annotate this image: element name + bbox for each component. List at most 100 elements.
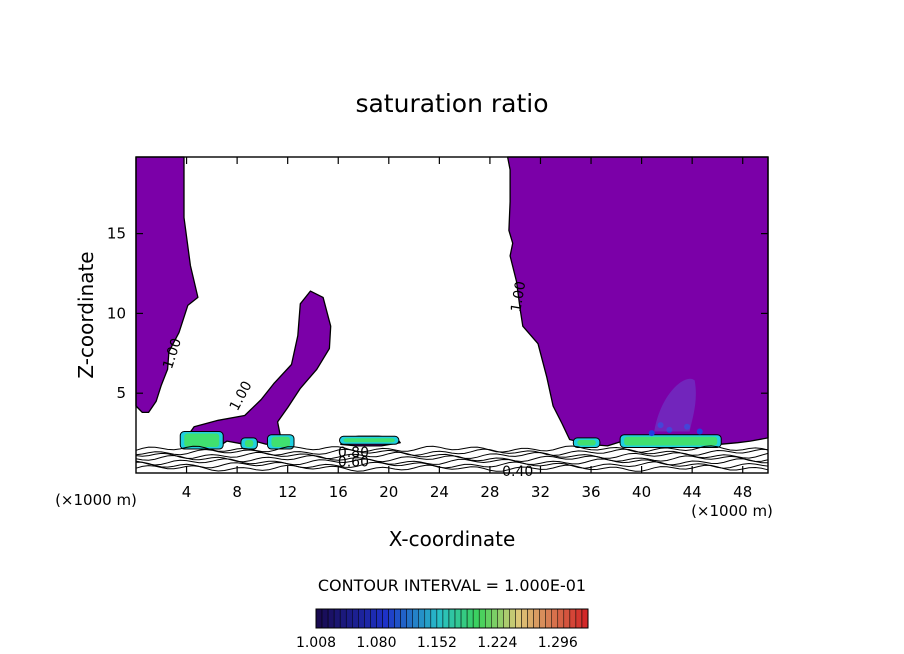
x-tick-label-48: 48 bbox=[733, 483, 752, 501]
y-axis-label: Z-coordinate bbox=[74, 251, 98, 378]
colorbar-swatch bbox=[466, 608, 474, 629]
colorbar-swatch bbox=[454, 608, 462, 629]
band-3-inner bbox=[271, 436, 290, 448]
colorbar-swatch bbox=[533, 608, 540, 629]
contour-level-4 bbox=[135, 451, 769, 460]
colorbar-swatch bbox=[412, 608, 420, 629]
contour-label-3: 0.80 bbox=[338, 445, 369, 461]
contour-labels: 1.001.001.000.800.600.40 bbox=[160, 280, 533, 480]
colorbar-swatch bbox=[315, 608, 323, 629]
plot-area bbox=[135, 156, 769, 450]
colorbar bbox=[315, 608, 589, 629]
colorbar-swatch bbox=[472, 608, 480, 629]
contour-level-5 bbox=[135, 448, 769, 456]
colorbar-swatch bbox=[442, 608, 450, 629]
region-right-column bbox=[506, 156, 769, 447]
colorbar-label-3: 1.224 bbox=[477, 635, 517, 651]
contour-label-2: 1.00 bbox=[508, 280, 529, 313]
contour-level-6 bbox=[135, 445, 769, 453]
contour-interval-text: CONTOUR INTERVAL = 1.000E-01 bbox=[318, 576, 586, 595]
contour-label-4: 0.60 bbox=[338, 455, 369, 471]
colorbar-swatch bbox=[321, 608, 329, 629]
colorbar-swatch bbox=[557, 608, 565, 629]
colorbar-swatch bbox=[436, 608, 444, 629]
y-tick-label-10: 10 bbox=[107, 304, 126, 322]
x-tick-label-24: 24 bbox=[430, 483, 449, 501]
band-6-inner bbox=[624, 436, 718, 446]
x-tick-label-12: 12 bbox=[278, 483, 297, 501]
region-left-column bbox=[135, 156, 199, 414]
colorbar-swatch bbox=[345, 608, 353, 629]
colorbar-swatch bbox=[406, 608, 413, 629]
region-middle-plume bbox=[183, 290, 332, 445]
plot-frame bbox=[135, 156, 769, 474]
x-tick-label-8: 8 bbox=[232, 483, 242, 501]
chart-title: saturation ratio bbox=[355, 89, 548, 118]
blue-cell-0 bbox=[648, 430, 655, 437]
x-tick-label-28: 28 bbox=[480, 483, 499, 501]
colorbar-swatch bbox=[509, 608, 516, 629]
x-axis-label: X-coordinate bbox=[389, 527, 516, 551]
colorbar-swatch bbox=[460, 608, 468, 629]
x-tick-label-36: 36 bbox=[581, 483, 600, 501]
colorbar-swatch bbox=[394, 608, 401, 629]
colorbar-swatch bbox=[503, 608, 510, 629]
colorbar-label-0: 1.008 bbox=[296, 635, 336, 651]
x-tick-label-40: 40 bbox=[632, 483, 651, 501]
colorbar-swatch bbox=[448, 608, 456, 629]
colorbar-swatch bbox=[424, 608, 432, 629]
x-tick-label-32: 32 bbox=[531, 483, 550, 501]
x-unit-left: (×1000 m) bbox=[55, 491, 137, 509]
colorbar-swatch bbox=[400, 608, 407, 629]
band-2-inner bbox=[244, 439, 254, 448]
colorbar-swatch bbox=[327, 608, 335, 629]
colorbar-swatch bbox=[484, 608, 492, 629]
y-tick-label-15: 15 bbox=[107, 225, 126, 243]
colorbar-label-1: 1.080 bbox=[356, 635, 396, 651]
x-tick-label-44: 44 bbox=[683, 483, 702, 501]
colorbar-swatch bbox=[333, 608, 341, 629]
band-5-inner bbox=[577, 439, 596, 446]
colorbar-swatch bbox=[376, 608, 383, 629]
colorbar-swatch bbox=[563, 608, 571, 629]
colorbar-swatch bbox=[352, 608, 359, 629]
colorbar-swatch bbox=[551, 608, 559, 629]
y-axis-ticks: 5 10 15 bbox=[107, 225, 768, 402]
colorbar-swatch bbox=[418, 608, 426, 629]
colorbar-swatch bbox=[515, 608, 522, 629]
faint-plume bbox=[654, 378, 696, 432]
colorbar-swatch bbox=[491, 608, 498, 629]
colorbar-swatch bbox=[382, 608, 389, 629]
colorbar-swatch bbox=[339, 608, 347, 629]
colorbar-tick-labels: 1.008 1.080 1.152 1.224 1.296 bbox=[296, 635, 578, 651]
colorbar-swatch bbox=[497, 608, 504, 629]
colorbar-swatch bbox=[478, 608, 486, 629]
contour-level-0 bbox=[135, 464, 769, 472]
colorbar-label-2: 1.152 bbox=[417, 635, 457, 651]
colorbar-swatch bbox=[539, 608, 546, 629]
y-tick-label-5: 5 bbox=[116, 384, 126, 402]
colorbar-swatch bbox=[521, 608, 528, 629]
contour-lines bbox=[135, 445, 769, 472]
colorbar-swatch bbox=[569, 608, 577, 629]
colorbar-label-4: 1.296 bbox=[538, 635, 578, 651]
colorbar-frame bbox=[315, 608, 589, 629]
band-1-inner bbox=[184, 433, 220, 448]
x-tick-label-4: 4 bbox=[182, 483, 192, 501]
x-tick-label-20: 20 bbox=[379, 483, 398, 501]
x-axis-ticks: 4 8 12 16 20 24 28 32 36 40 44 48 bbox=[182, 157, 752, 501]
colorbar-swatch bbox=[527, 608, 534, 629]
colorbar-swatch bbox=[575, 608, 583, 629]
colorbar-swatch bbox=[430, 608, 438, 629]
x-tick-label-16: 16 bbox=[329, 483, 348, 501]
contour-level-1 bbox=[136, 461, 769, 469]
blue-cell-3 bbox=[696, 428, 703, 435]
colorbar-swatch bbox=[581, 608, 589, 629]
band-4-inner bbox=[343, 438, 395, 443]
colorbar-swatch bbox=[358, 608, 365, 629]
colorbar-swatch bbox=[370, 608, 377, 629]
colorbar-swatch bbox=[364, 608, 371, 629]
x-unit-right: (×1000 m) bbox=[691, 502, 773, 520]
contour-label-5: 0.40 bbox=[502, 464, 533, 480]
